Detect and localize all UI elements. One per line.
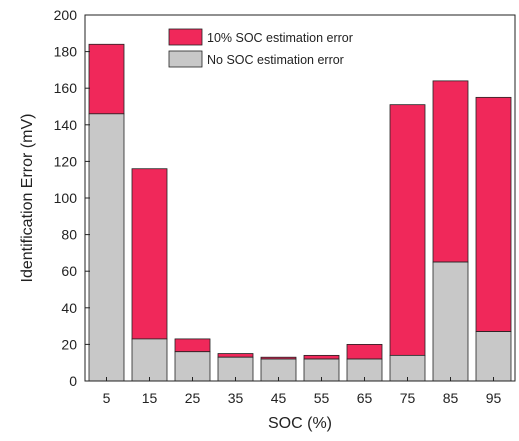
bar-soc-error-95 (475, 96, 512, 332)
y-axis: 0 20 40 60 80 100 120 140 160 180 200 (54, 7, 90, 389)
bar-soc-error-5 (88, 43, 125, 115)
legend-swatch-soc-error (168, 28, 203, 46)
x-tick-label: 85 (443, 390, 459, 406)
x-tick-label: 65 (357, 390, 373, 406)
x-tick-label: 95 (486, 390, 502, 406)
y-tick-label: 180 (54, 44, 78, 60)
y-tick-label: 100 (54, 190, 78, 206)
bar-no-soc-error-85 (432, 261, 469, 382)
y-tick-label: 140 (54, 117, 78, 133)
y-tick-label: 160 (54, 80, 78, 96)
x-axis-title: SOC (%) (268, 415, 332, 432)
bars-layer (88, 43, 512, 382)
x-tick-label: 55 (314, 390, 330, 406)
bar-soc-error-75 (389, 104, 426, 356)
x-tick-label: 15 (142, 390, 158, 406)
bar-no-soc-error-5 (88, 113, 125, 382)
y-tick-label: 200 (54, 7, 78, 23)
y-tick-label: 120 (54, 153, 78, 169)
y-tick-label: 80 (61, 227, 77, 243)
x-axis: 5 15 25 35 45 55 65 75 85 95 (103, 377, 502, 406)
legend-label-soc-error: 10% SOC estimation error (207, 31, 353, 45)
y-tick-label: 0 (69, 373, 77, 389)
bar-no-soc-error-75 (389, 354, 426, 382)
x-tick-label: 75 (400, 390, 416, 406)
bar-no-soc-error-25 (174, 351, 211, 382)
y-tick-label: 60 (61, 263, 77, 279)
bar-no-soc-error-15 (131, 338, 168, 382)
legend-swatch-no-soc-error (168, 50, 203, 68)
bar-soc-error-25 (174, 338, 211, 353)
x-tick-label: 5 (103, 390, 111, 406)
y-axis-title: Identification Error (mV) (19, 114, 36, 283)
y-tick-label: 40 (61, 300, 77, 316)
bar-soc-error-65 (346, 343, 383, 360)
x-tick-label: 45 (271, 390, 287, 406)
bar-soc-error-35 (217, 353, 254, 358)
bar-no-soc-error-95 (475, 331, 512, 382)
bar-soc-error-85 (432, 80, 469, 263)
legend: 10% SOC estimation error No SOC estimati… (166, 26, 382, 72)
x-tick-label: 25 (185, 390, 201, 406)
legend-label-no-soc-error: No SOC estimation error (207, 53, 344, 67)
bar-soc-error-15 (131, 168, 168, 340)
y-tick-label: 20 (61, 336, 77, 352)
bar-soc-error-55 (303, 354, 340, 360)
x-tick-label: 35 (228, 390, 244, 406)
